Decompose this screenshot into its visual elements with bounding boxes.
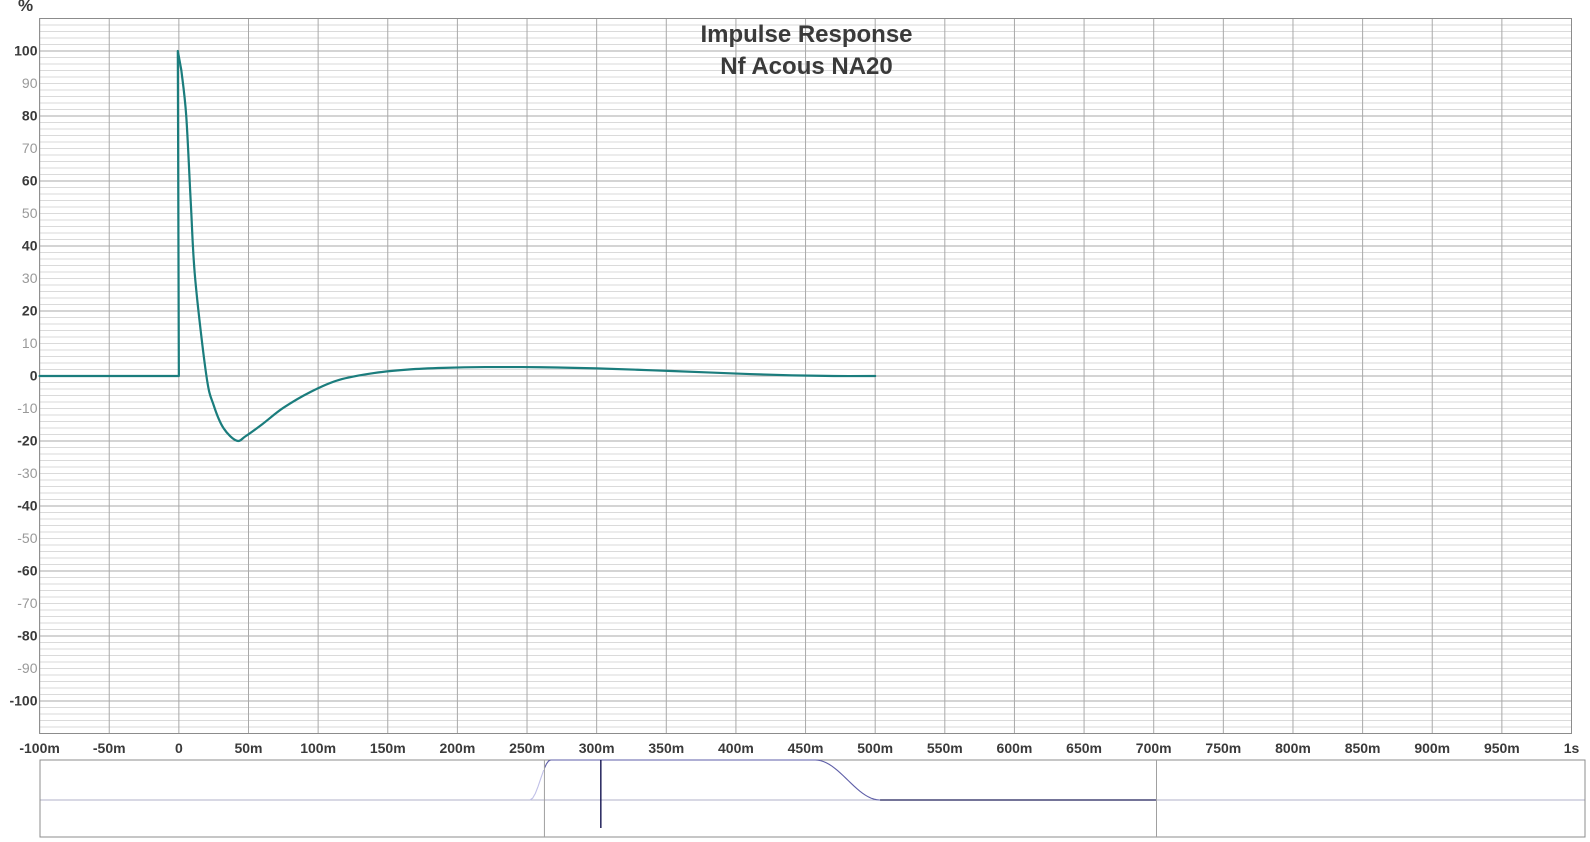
svg-text:-60: -60 [17, 563, 37, 579]
svg-text:600m: 600m [997, 740, 1033, 756]
svg-text:80: 80 [22, 108, 38, 124]
svg-text:50m: 50m [234, 740, 262, 756]
svg-text:-100: -100 [9, 693, 37, 709]
svg-text:450m: 450m [788, 740, 824, 756]
svg-text:-100m: -100m [19, 740, 59, 756]
svg-text:750m: 750m [1205, 740, 1241, 756]
svg-text:-70: -70 [17, 595, 37, 611]
svg-text:40: 40 [22, 238, 38, 254]
svg-text:400m: 400m [718, 740, 754, 756]
svg-text:700m: 700m [1136, 740, 1172, 756]
svg-text:100m: 100m [300, 740, 336, 756]
svg-text:500m: 500m [857, 740, 893, 756]
svg-text:150m: 150m [370, 740, 406, 756]
svg-text:50: 50 [22, 205, 38, 221]
svg-text:-20: -20 [17, 433, 37, 449]
svg-text:60: 60 [22, 173, 38, 189]
svg-text:70: 70 [22, 140, 38, 156]
svg-text:100: 100 [14, 43, 38, 59]
svg-text:Impulse Response: Impulse Response [700, 21, 912, 48]
svg-text:-90: -90 [17, 660, 37, 676]
svg-text:-50m: -50m [93, 740, 126, 756]
svg-text:250m: 250m [509, 740, 545, 756]
svg-text:350m: 350m [648, 740, 684, 756]
svg-text:-10: -10 [17, 400, 37, 416]
svg-text:-30: -30 [17, 465, 37, 481]
svg-text:900m: 900m [1414, 740, 1450, 756]
svg-text:Nf Acous NA20: Nf Acous NA20 [720, 53, 892, 80]
svg-text:20: 20 [22, 303, 38, 319]
svg-text:800m: 800m [1275, 740, 1311, 756]
svg-text:200m: 200m [439, 740, 475, 756]
svg-text:-80: -80 [17, 628, 37, 644]
svg-text:850m: 850m [1345, 740, 1381, 756]
svg-text:300m: 300m [579, 740, 615, 756]
svg-text:550m: 550m [927, 740, 963, 756]
svg-text:-50: -50 [17, 530, 37, 546]
svg-text:%: % [18, 0, 33, 15]
svg-text:650m: 650m [1066, 740, 1102, 756]
svg-text:90: 90 [22, 75, 38, 91]
svg-text:30: 30 [22, 270, 38, 286]
svg-text:0: 0 [30, 368, 38, 384]
svg-text:0: 0 [175, 740, 183, 756]
svg-text:1s: 1s [1564, 740, 1580, 756]
svg-text:950m: 950m [1484, 740, 1520, 756]
svg-text:10: 10 [22, 335, 38, 351]
svg-text:-40: -40 [17, 498, 37, 514]
